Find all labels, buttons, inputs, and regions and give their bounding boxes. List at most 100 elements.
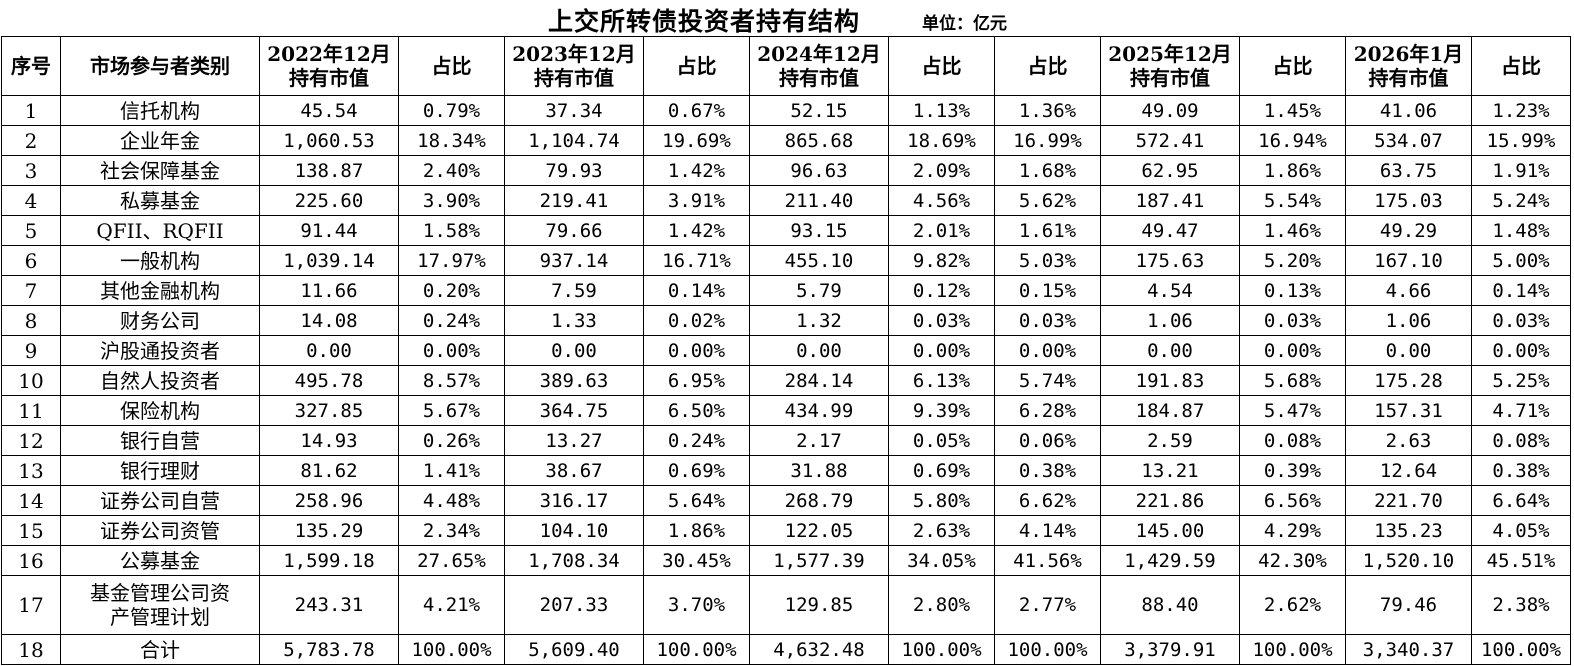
value-cell: 3,379.91 bbox=[1100, 634, 1240, 665]
value-cell: 175.63 bbox=[1100, 245, 1240, 276]
value-cell: 16.71% bbox=[643, 245, 750, 276]
row-index-cell: 12 bbox=[1, 425, 61, 456]
value-cell: 6.56% bbox=[1239, 485, 1346, 516]
table-row: 18 合计 5,783.78 100.00% 5,609.40 100.00% 4,632.… bbox=[1, 634, 1571, 665]
value-cell: 4.71% bbox=[1471, 395, 1571, 426]
value-cell: 96.63 bbox=[749, 155, 889, 186]
row-index-cell: 14 bbox=[1, 485, 61, 516]
value-cell: 9.39% bbox=[888, 395, 995, 426]
value-cell: 41.56% bbox=[994, 545, 1101, 576]
table-row: 10 自然人投资者 495.78 8.57% 389.63 6.95% 284.14 6.13… bbox=[1, 365, 1571, 396]
value-cell: 63.75 bbox=[1345, 155, 1472, 186]
value-cell: 91.44 bbox=[259, 215, 399, 246]
value-cell: 0.00 bbox=[1100, 335, 1240, 366]
value-cell: 5.24% bbox=[1471, 185, 1571, 216]
header-cell: 2022年12月 持有市值 bbox=[259, 36, 399, 96]
value-cell: 2.17 bbox=[749, 425, 889, 456]
value-cell: 0.05% bbox=[888, 425, 995, 456]
category-cell: 基金管理公司资 产管理计划 bbox=[60, 575, 260, 635]
value-cell: 0.14% bbox=[1471, 275, 1571, 306]
value-cell: 2.01% bbox=[888, 215, 995, 246]
header-cell-line: 序号 bbox=[11, 54, 51, 78]
value-cell: 0.00% bbox=[1471, 335, 1571, 366]
row-index-cell: 10 bbox=[1, 365, 61, 396]
value-cell: 7.59 bbox=[504, 275, 644, 306]
value-cell: 38.67 bbox=[504, 455, 644, 486]
value-cell: 79.66 bbox=[504, 215, 644, 246]
header-cell: 2026年1月 持有市值 bbox=[1345, 36, 1472, 96]
value-cell: 13.21 bbox=[1100, 455, 1240, 486]
value-cell: 243.31 bbox=[259, 575, 399, 635]
value-cell: 572.41 bbox=[1100, 125, 1240, 156]
value-cell: 45.54 bbox=[259, 95, 399, 126]
header-cell-line: 2024年12月 bbox=[757, 42, 881, 66]
value-cell: 0.69% bbox=[643, 455, 750, 486]
value-cell: 3.70% bbox=[643, 575, 750, 635]
value-cell: 31.88 bbox=[749, 455, 889, 486]
value-cell: 0.00% bbox=[888, 335, 995, 366]
header-cell-line: 持有市值 bbox=[289, 66, 369, 90]
value-cell: 5.62% bbox=[994, 185, 1101, 216]
value-cell: 4.29% bbox=[1239, 515, 1346, 546]
value-cell: 167.10 bbox=[1345, 245, 1472, 276]
header-row: 序号 市场参与者类别 2022年12月 持有市值 占比 2023年12月 持有市值 占比 202… bbox=[1, 36, 1571, 96]
value-cell: 1.86% bbox=[643, 515, 750, 546]
value-cell: 4.56% bbox=[888, 185, 995, 216]
value-cell: 81.62 bbox=[259, 455, 399, 486]
value-cell: 284.14 bbox=[749, 365, 889, 396]
value-cell: 1,429.59 bbox=[1100, 545, 1240, 576]
header-cell-line: 占比 bbox=[431, 54, 472, 78]
table-row: 16 公募基金 1,599.18 27.65% 1,708.34 30.45% 1,577.… bbox=[1, 545, 1571, 576]
row-index-cell: 15 bbox=[1, 515, 61, 546]
value-cell: 34.05% bbox=[888, 545, 995, 576]
value-cell: 937.14 bbox=[504, 245, 644, 276]
value-cell: 11.66 bbox=[259, 275, 399, 306]
value-cell: 100.00% bbox=[398, 634, 505, 665]
row-index-cell: 13 bbox=[1, 455, 61, 486]
value-cell: 327.85 bbox=[259, 395, 399, 426]
value-cell: 8.57% bbox=[398, 365, 505, 396]
value-cell: 5.00% bbox=[1471, 245, 1571, 276]
value-cell: 258.96 bbox=[259, 485, 399, 516]
value-cell: 9.82% bbox=[888, 245, 995, 276]
value-cell: 100.00% bbox=[994, 634, 1101, 665]
value-cell: 0.00% bbox=[398, 335, 505, 366]
category-cell: 证券公司资管 bbox=[60, 515, 260, 546]
row-index-cell: 6 bbox=[1, 245, 61, 276]
category-cell: 财务公司 bbox=[60, 305, 260, 336]
value-cell: 52.15 bbox=[749, 95, 889, 126]
value-cell: 49.09 bbox=[1100, 95, 1240, 126]
value-cell: 1.86% bbox=[1239, 155, 1346, 186]
category-cell: 自然人投资者 bbox=[60, 365, 260, 396]
header-cell-line: 占比 bbox=[1272, 54, 1313, 78]
value-cell: 1.61% bbox=[994, 215, 1101, 246]
value-cell: 135.29 bbox=[259, 515, 399, 546]
value-cell: 49.29 bbox=[1345, 215, 1472, 246]
value-cell: 122.05 bbox=[749, 515, 889, 546]
value-cell: 221.70 bbox=[1345, 485, 1472, 516]
value-cell: 12.64 bbox=[1345, 455, 1472, 486]
header-cell-line: 占比 bbox=[1027, 54, 1068, 78]
value-cell: 5.64% bbox=[643, 485, 750, 516]
value-cell: 6.50% bbox=[643, 395, 750, 426]
table-title: 上交所转债投资者持有结构 bbox=[548, 7, 861, 36]
value-cell: 100.00% bbox=[1471, 634, 1571, 665]
header-cell: 市场参与者类别 bbox=[60, 36, 260, 96]
category-cell: 信托机构 bbox=[60, 95, 260, 126]
value-cell: 495.78 bbox=[259, 365, 399, 396]
value-cell: 5.68% bbox=[1239, 365, 1346, 396]
table-row: 4 私募基金 225.60 3.90% 219.41 3.91% 211.40 4.56% 5.… bbox=[1, 185, 1571, 216]
header-cell-line: 2022年12月 bbox=[267, 42, 391, 66]
category-cell: 社会保障基金 bbox=[60, 155, 260, 186]
row-index-cell: 11 bbox=[1, 395, 61, 426]
table-row: 6 一般机构 1,039.14 17.97% 937.14 16.71% 455.10 9.8… bbox=[1, 245, 1571, 276]
value-cell: 0.14% bbox=[643, 275, 750, 306]
value-cell: 0.24% bbox=[643, 425, 750, 456]
value-cell: 0.00% bbox=[994, 335, 1101, 366]
header-cell: 占比 bbox=[1471, 36, 1571, 96]
value-cell: 104.10 bbox=[504, 515, 644, 546]
header-cell: 2023年12月 持有市值 bbox=[504, 36, 644, 96]
value-cell: 0.00 bbox=[1345, 335, 1472, 366]
value-cell: 1.48% bbox=[1471, 215, 1571, 246]
value-cell: 88.40 bbox=[1100, 575, 1240, 635]
